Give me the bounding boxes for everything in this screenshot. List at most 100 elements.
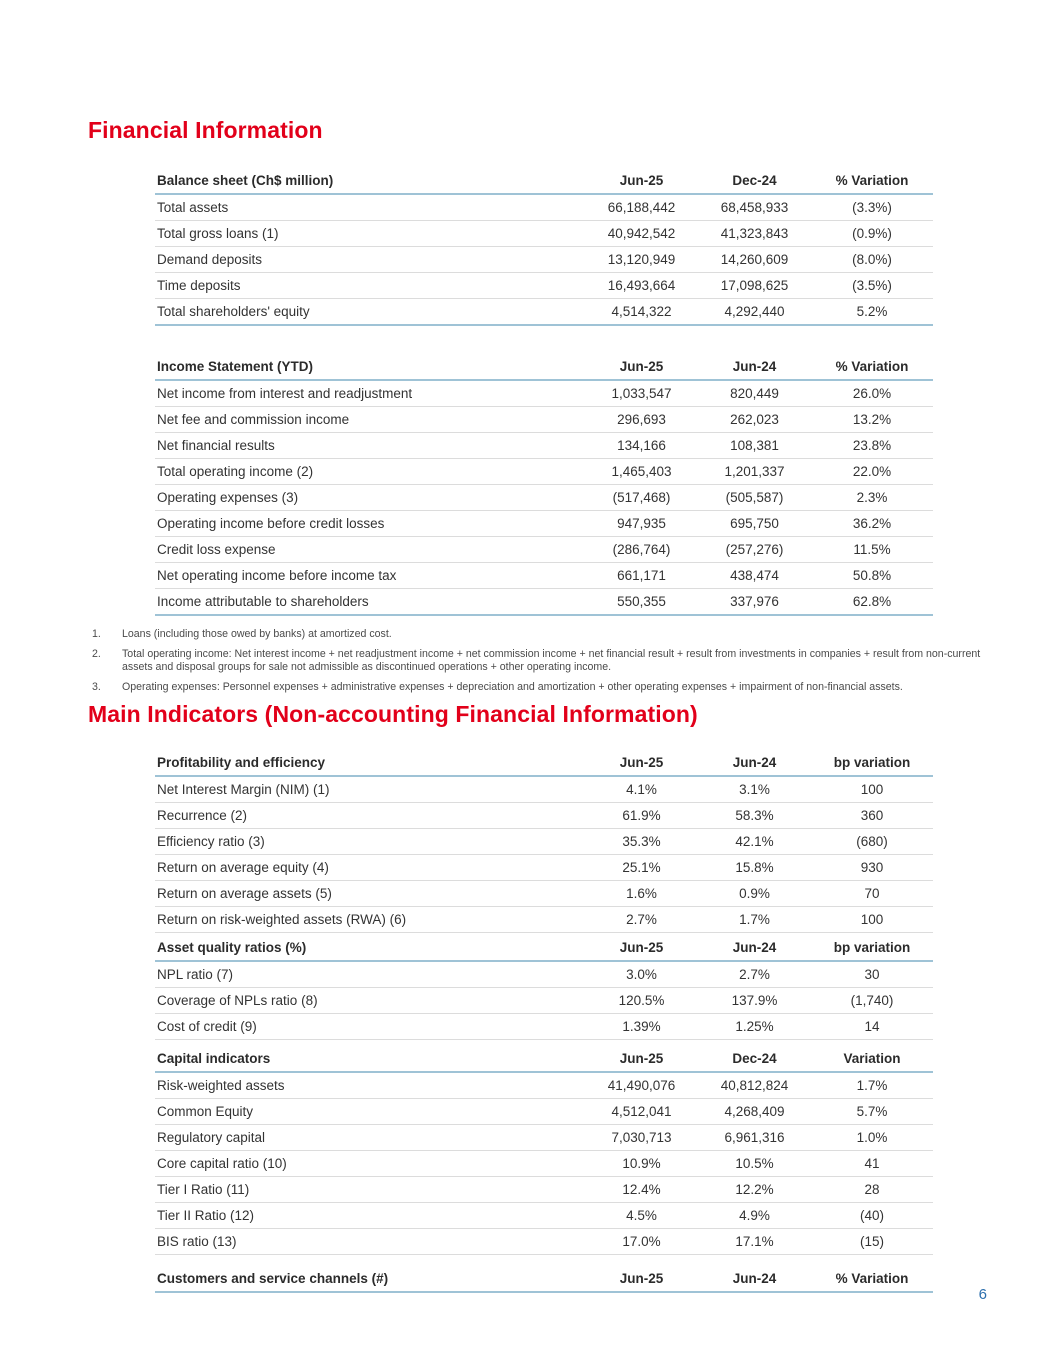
cell-value: 30	[811, 961, 933, 988]
cell-value: 61.9%	[585, 802, 698, 829]
report-page: Financial Information Balance sheet (Ch$…	[88, 117, 995, 1303]
table-title: Balance sheet (Ch$ million)	[155, 168, 585, 195]
table-header-row: Balance sheet (Ch$ million) Jun-25 Dec-24%…	[155, 168, 933, 195]
table-row: Total operating income (2) 1,465,403 1,201…	[155, 458, 933, 485]
cell-value: 22.0%	[811, 458, 933, 485]
cell-value: 100	[811, 906, 933, 933]
column-header: % Variation	[811, 354, 933, 381]
row-label: Operating income before credit losses	[155, 510, 585, 537]
cell-value: 41,490,076	[585, 1072, 698, 1099]
cell-value: (8.0%)	[811, 246, 933, 273]
column-header: Jun-25	[585, 935, 698, 962]
table-row: Operating expenses (3) (517,468) (505,587)…	[155, 484, 933, 511]
row-label: Efficiency ratio (3)	[155, 828, 585, 855]
cell-value: 4,292,440	[698, 298, 811, 326]
cell-value: 438,474	[698, 562, 811, 589]
table-title: Profitability and efficiency	[155, 750, 585, 777]
cell-value: 4.9%	[698, 1202, 811, 1229]
cell-value: 15.8%	[698, 854, 811, 881]
cell-value: 1.7%	[811, 1072, 933, 1099]
cell-value: 6,961,316	[698, 1124, 811, 1151]
cell-value: (0.9%)	[811, 220, 933, 247]
cell-value: 947,935	[585, 510, 698, 537]
cell-value: 1.7%	[698, 906, 811, 933]
footnote-text: Loans (including those owed by banks) at…	[122, 628, 392, 640]
cell-value: 1,033,547	[585, 380, 698, 407]
table-row: Net operating income before income tax 66…	[155, 562, 933, 589]
cell-value: 4.1%	[585, 776, 698, 803]
table-title: Customers and service channels (#)	[155, 1266, 585, 1293]
cell-value: 120.5%	[585, 987, 698, 1014]
cell-value: (286,764)	[585, 536, 698, 563]
row-label: Common Equity	[155, 1098, 585, 1125]
cell-value: 3.0%	[585, 961, 698, 988]
cell-value: 66,188,442	[585, 194, 698, 221]
cell-value: 1.39%	[585, 1013, 698, 1040]
cell-value: 36.2%	[811, 510, 933, 537]
column-header: bp variation	[811, 935, 933, 962]
column-header: Variation	[811, 1046, 933, 1073]
cell-value: 100	[811, 776, 933, 803]
cell-value: 41,323,843	[698, 220, 811, 247]
table-row: Cost of credit (9) 1.39% 1.25% 14	[155, 1013, 933, 1040]
row-label: Return on risk-weighted assets (RWA) (6)	[155, 906, 585, 933]
capital-indicators-table: Capital indicators Jun-25 Dec-24 Variation R…	[155, 1046, 933, 1255]
table-row: Total assets 66,188,442 68,458,933 (3.3%)	[155, 194, 933, 221]
table-header-row: Asset quality ratios (%) Jun-25 Jun-24 bp v…	[155, 935, 933, 962]
cell-value: 17.0%	[585, 1228, 698, 1255]
table-header-row: Income Statement (YTD) Jun-25 Jun-24% Vari…	[155, 354, 933, 381]
row-label: Total gross loans (1)	[155, 220, 585, 247]
row-label: Demand deposits	[155, 246, 585, 273]
cell-value: 134,166	[585, 432, 698, 459]
cell-value: 661,171	[585, 562, 698, 589]
column-header: Jun-25	[585, 168, 698, 195]
footnote: 3. Operating expenses: Personnel expenses…	[92, 681, 995, 695]
cell-value: 23.8%	[811, 432, 933, 459]
customers-service-channels-table: Customers and service channels (#) Jun-25…	[155, 1266, 933, 1293]
table-header-row: Profitability and efficiency Jun-25 Jun-24…	[155, 750, 933, 777]
column-header: Jun-25	[585, 354, 698, 381]
cell-value: 16,493,664	[585, 272, 698, 299]
table-row: Recurrence (2) 61.9% 58.3% 360	[155, 802, 933, 829]
cell-value: 2.3%	[811, 484, 933, 511]
table-row: Return on risk-weighted assets (RWA) (6)…	[155, 906, 933, 933]
table-row: Time deposits 16,493,664 17,098,625 (3.5%)	[155, 272, 933, 299]
cell-value: 58.3%	[698, 802, 811, 829]
cell-value: (15)	[811, 1228, 933, 1255]
cell-value: 7,030,713	[585, 1124, 698, 1151]
cell-value: 42.1%	[698, 828, 811, 855]
cell-value: 14,260,609	[698, 246, 811, 273]
footnote-text: Total operating income: Net interest inc…	[122, 647, 981, 674]
row-label: Recurrence (2)	[155, 802, 585, 829]
column-header: % Variation	[811, 1266, 933, 1293]
cell-value: 13.2%	[811, 406, 933, 433]
table-row: Operating income before credit losses 947…	[155, 510, 933, 537]
cell-value: 13,120,949	[585, 246, 698, 273]
row-label: Core capital ratio (10)	[155, 1150, 585, 1177]
profitability-efficiency-table: Profitability and efficiency Jun-25 Jun-24…	[155, 750, 933, 933]
row-label: Cost of credit (9)	[155, 1013, 585, 1040]
section-heading-main-indicators: Main Indicators (Non-accounting Financia…	[88, 701, 698, 727]
cell-value: 17.1%	[698, 1228, 811, 1255]
cell-value: 337,976	[698, 588, 811, 616]
row-label: Return on average assets (5)	[155, 880, 585, 907]
footnote: 1. Loans (including those owed by banks) …	[92, 628, 995, 642]
cell-value: (1,740)	[811, 987, 933, 1014]
table-row: Efficiency ratio (3) 35.3% 42.1% (680)	[155, 828, 933, 855]
asset-quality-ratios-table: Asset quality ratios (%) Jun-25 Jun-24 bp v…	[155, 935, 933, 1040]
table-row: Return on average equity (4) 25.1% 15.8% 93…	[155, 854, 933, 881]
cell-value: 4,268,409	[698, 1098, 811, 1125]
cell-value: 1,465,403	[585, 458, 698, 485]
cell-value: 40,812,824	[698, 1072, 811, 1099]
row-label: Total shareholders' equity	[155, 298, 585, 326]
footnote-number: 1.	[92, 628, 101, 640]
row-label: Income attributable to shareholders	[155, 588, 585, 616]
cell-value: 12.2%	[698, 1176, 811, 1203]
table-row: Total gross loans (1) 40,942,542 41,323,84…	[155, 220, 933, 247]
cell-value: 10.9%	[585, 1150, 698, 1177]
table-row: Total shareholders' equity 4,514,322 4,292…	[155, 298, 933, 326]
cell-value: (257,276)	[698, 536, 811, 563]
cell-value: 5.7%	[811, 1098, 933, 1125]
cell-value: 35.3%	[585, 828, 698, 855]
table-row: Credit loss expense (286,764) (257,276) 11.…	[155, 536, 933, 563]
